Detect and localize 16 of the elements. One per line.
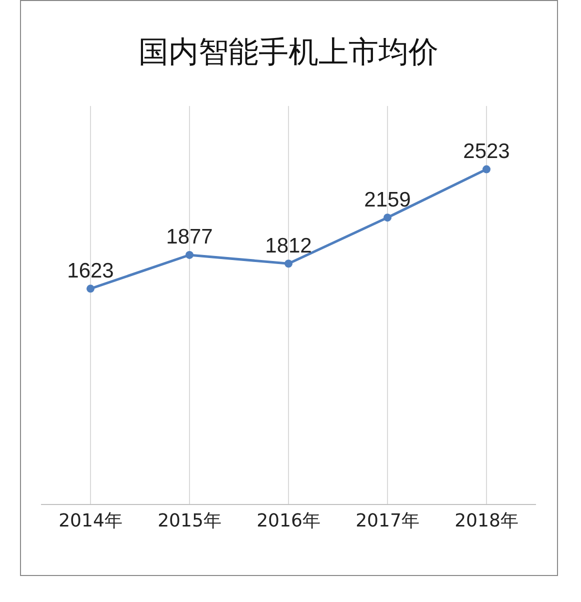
- x-tick-label: 2015年: [158, 510, 222, 532]
- point: [186, 250, 194, 259]
- data-label: 1623: [67, 259, 114, 282]
- point: [384, 214, 392, 222]
- x-tick-label: 2017年: [356, 510, 420, 532]
- chart-title: 国内智能手机上市均价: [138, 35, 438, 70]
- point: [284, 260, 292, 268]
- point: [482, 165, 490, 174]
- x-tick-label: 2018年: [454, 510, 518, 532]
- x-tick-label: 2016年: [256, 510, 320, 532]
- point: [86, 284, 94, 293]
- data-label: 1812: [265, 234, 312, 258]
- data-label: 2159: [364, 188, 411, 212]
- x-tick-label: 2014年: [58, 510, 122, 532]
- data-label: 1877: [166, 226, 213, 249]
- data-label: 2523: [463, 140, 510, 164]
